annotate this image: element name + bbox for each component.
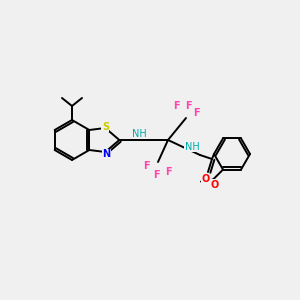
Text: F: F [143, 161, 149, 171]
Text: S: S [102, 122, 109, 132]
Text: F: F [173, 101, 179, 111]
Text: NH: NH [184, 142, 200, 152]
Text: N: N [102, 149, 110, 159]
Text: F: F [165, 167, 171, 177]
Text: O: O [211, 180, 219, 190]
Text: F: F [185, 101, 191, 111]
Text: NH: NH [132, 129, 147, 139]
Text: F: F [193, 108, 199, 118]
Text: F: F [153, 170, 159, 180]
Text: O: O [202, 174, 210, 184]
